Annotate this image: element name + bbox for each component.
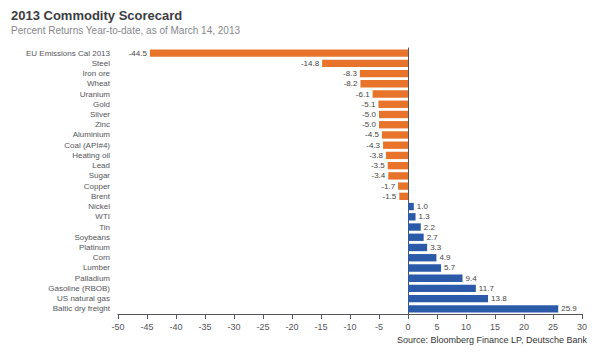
svg-text:-8.3: -8.3 bbox=[343, 69, 357, 78]
svg-text:-5.0: -5.0 bbox=[362, 110, 376, 119]
svg-text:-4.3: -4.3 bbox=[366, 141, 380, 150]
svg-text:11.7: 11.7 bbox=[479, 284, 495, 293]
svg-text:25: 25 bbox=[548, 322, 558, 332]
svg-text:EU Emissions Cal 2013: EU Emissions Cal 2013 bbox=[26, 49, 111, 58]
svg-text:-10: -10 bbox=[343, 322, 356, 332]
svg-text:Coal (API#4): Coal (API#4) bbox=[64, 141, 110, 150]
svg-text:Source: Bloomberg Finance LP,: Source: Bloomberg Finance LP, Deutsche B… bbox=[397, 335, 587, 345]
svg-text:-50: -50 bbox=[111, 322, 124, 332]
svg-text:5: 5 bbox=[434, 322, 439, 332]
svg-text:-40: -40 bbox=[169, 322, 182, 332]
svg-text:Heating oil: Heating oil bbox=[72, 151, 110, 160]
svg-text:-30: -30 bbox=[227, 322, 240, 332]
svg-text:-20: -20 bbox=[285, 322, 298, 332]
svg-text:-5.1: -5.1 bbox=[362, 100, 376, 109]
svg-text:Gasoline (RBOB): Gasoline (RBOB) bbox=[48, 284, 110, 293]
svg-text:Corn: Corn bbox=[93, 253, 110, 262]
svg-text:-3.5: -3.5 bbox=[371, 161, 385, 170]
svg-text:Aluminium: Aluminium bbox=[73, 130, 111, 139]
svg-text:1.0: 1.0 bbox=[417, 202, 429, 211]
svg-text:4.9: 4.9 bbox=[439, 253, 451, 262]
svg-text:Soybeans: Soybeans bbox=[74, 233, 110, 242]
svg-text:Iron ore: Iron ore bbox=[82, 69, 110, 78]
svg-text:-5.0: -5.0 bbox=[362, 120, 376, 129]
svg-text:Uranium: Uranium bbox=[80, 90, 111, 99]
svg-text:10: 10 bbox=[461, 322, 471, 332]
svg-text:13.8: 13.8 bbox=[491, 294, 507, 303]
svg-text:-44.5: -44.5 bbox=[129, 49, 148, 58]
svg-text:-3.4: -3.4 bbox=[371, 171, 385, 180]
svg-text:9.4: 9.4 bbox=[466, 274, 478, 283]
svg-text:Copper: Copper bbox=[84, 182, 111, 191]
svg-text:-45: -45 bbox=[140, 322, 153, 332]
svg-text:WTI: WTI bbox=[95, 212, 110, 221]
svg-text:-15: -15 bbox=[314, 322, 327, 332]
svg-text:-14.8: -14.8 bbox=[301, 59, 320, 68]
svg-text:Wheat: Wheat bbox=[87, 79, 111, 88]
svg-text:Percent Returns Year-to-date,: Percent Returns Year-to-date, as of Marc… bbox=[11, 25, 240, 36]
svg-text:Tin: Tin bbox=[99, 223, 110, 232]
svg-text:5.7: 5.7 bbox=[444, 263, 456, 272]
svg-text:-4.5: -4.5 bbox=[365, 130, 379, 139]
svg-text:-25: -25 bbox=[256, 322, 269, 332]
svg-text:Zinc: Zinc bbox=[95, 120, 110, 129]
svg-text:-35: -35 bbox=[198, 322, 211, 332]
svg-text:1.3: 1.3 bbox=[419, 212, 431, 221]
svg-text:15: 15 bbox=[490, 322, 500, 332]
svg-text:2.2: 2.2 bbox=[424, 223, 436, 232]
svg-text:-8.2: -8.2 bbox=[344, 79, 358, 88]
svg-text:Silver: Silver bbox=[90, 110, 110, 119]
svg-text:-3.8: -3.8 bbox=[369, 151, 383, 160]
svg-text:Palladium: Palladium bbox=[75, 274, 110, 283]
svg-text:Platinum: Platinum bbox=[79, 243, 110, 252]
svg-text:2.7: 2.7 bbox=[427, 233, 439, 242]
svg-text:Baltic dry freight: Baltic dry freight bbox=[53, 304, 111, 313]
svg-text:US natural gas: US natural gas bbox=[57, 294, 110, 303]
svg-text:Steel: Steel bbox=[92, 59, 110, 68]
svg-text:Sugar: Sugar bbox=[89, 171, 111, 180]
svg-text:30: 30 bbox=[577, 322, 587, 332]
svg-text:25.9: 25.9 bbox=[561, 304, 577, 313]
svg-text:Gold: Gold bbox=[93, 100, 110, 109]
svg-text:20: 20 bbox=[519, 322, 529, 332]
svg-text:Brent: Brent bbox=[91, 192, 111, 201]
svg-text:-5: -5 bbox=[375, 322, 383, 332]
svg-text:0: 0 bbox=[405, 322, 410, 332]
svg-text:-6.1: -6.1 bbox=[356, 90, 370, 99]
svg-text:Lumber: Lumber bbox=[83, 263, 110, 272]
svg-text:3.3: 3.3 bbox=[430, 243, 442, 252]
svg-text:-1.5: -1.5 bbox=[383, 192, 397, 201]
svg-text:2013 Commodity Scorecard: 2013 Commodity Scorecard bbox=[11, 8, 182, 23]
svg-text:Lead: Lead bbox=[92, 161, 110, 170]
svg-text:-1.7: -1.7 bbox=[381, 182, 395, 191]
svg-text:Nickel: Nickel bbox=[88, 202, 110, 211]
